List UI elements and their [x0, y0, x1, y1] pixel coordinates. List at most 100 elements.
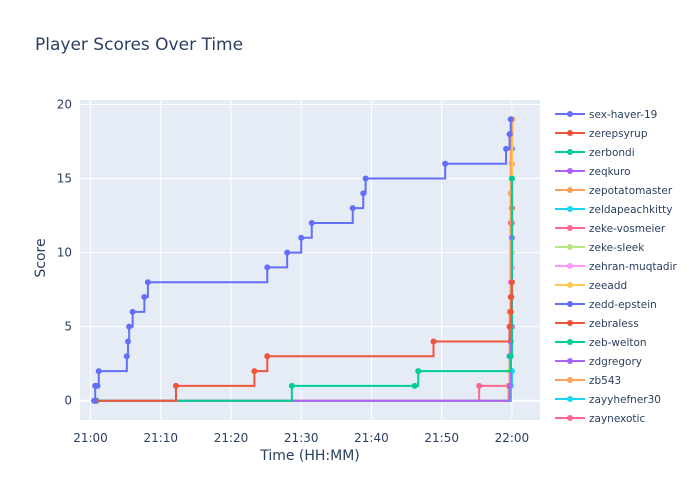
legend-swatch-marker	[567, 187, 573, 193]
legend-swatch-marker	[567, 377, 573, 383]
y-tick-label: 15	[57, 172, 72, 186]
data-point[interactable]	[141, 294, 148, 301]
data-point[interactable]	[503, 145, 510, 152]
data-point[interactable]	[144, 279, 151, 286]
x-tick-label: 21:30	[284, 431, 319, 445]
legend-label: zdgregory	[589, 356, 642, 368]
series-sex-haver-19	[91, 116, 514, 404]
data-point[interactable]	[506, 382, 513, 389]
legend-item[interactable]: zebraless	[555, 318, 639, 330]
legend-item[interactable]: zb543	[555, 375, 621, 387]
data-point[interactable]	[298, 234, 305, 241]
legend-label: zerbondi	[589, 147, 635, 159]
data-point[interactable]	[506, 131, 513, 138]
legend-item[interactable]: zeqkuro	[555, 166, 631, 178]
legend-label: zeqkuro	[589, 166, 631, 178]
x-tick-label: 21:00	[73, 431, 108, 445]
data-point[interactable]	[172, 382, 179, 389]
legend-label: zepotatomaster	[589, 185, 673, 197]
data-point[interactable]	[508, 294, 515, 301]
legend-swatch-marker	[567, 282, 573, 288]
legend-item[interactable]: zeke-sleek	[555, 242, 645, 254]
data-point[interactable]	[308, 219, 315, 226]
legend-label: zeldapeachkitty	[589, 204, 672, 216]
data-point[interactable]	[506, 323, 513, 330]
data-point[interactable]	[284, 249, 291, 256]
x-tick-label: 21:20	[214, 431, 249, 445]
legend-swatch-marker	[567, 301, 573, 307]
legend-item[interactable]: zeldapeachkitty	[555, 204, 672, 216]
legend-swatch-marker	[567, 149, 573, 155]
x-tick-label: 21:40	[354, 431, 389, 445]
legend-item[interactable]: sex-haver-19	[555, 109, 657, 121]
legend-item[interactable]: zerbondi	[555, 147, 635, 159]
legend-label: zayyhefner30	[589, 394, 661, 406]
y-tick-label: 0	[64, 394, 72, 408]
data-point[interactable]	[251, 368, 258, 375]
data-point[interactable]	[507, 116, 514, 123]
legend-item[interactable]: zedd-epstein	[555, 299, 657, 311]
legend-item[interactable]: zeeadd	[555, 280, 627, 292]
legend-item[interactable]: zerepsyrup	[555, 128, 648, 140]
legend-label: zerepsyrup	[589, 128, 648, 140]
plot-area	[80, 100, 540, 420]
x-tick-label: 22:00	[495, 431, 530, 445]
legend-swatch-marker	[567, 263, 573, 269]
legend-swatch-marker	[567, 320, 573, 326]
data-point[interactable]	[508, 279, 515, 286]
legend-label: zeke-sleek	[589, 242, 645, 254]
legend-label: zb543	[589, 375, 621, 387]
data-point[interactable]	[507, 308, 514, 315]
data-point[interactable]	[508, 175, 515, 182]
data-point[interactable]	[507, 353, 514, 360]
data-point[interactable]	[360, 190, 367, 197]
data-point[interactable]	[415, 368, 422, 375]
legend-item[interactable]: zepotatomaster	[555, 185, 673, 197]
data-point[interactable]	[411, 382, 418, 389]
y-tick-label: 5	[64, 320, 72, 334]
data-point[interactable]	[95, 368, 102, 375]
data-point[interactable]	[126, 323, 133, 330]
data-point[interactable]	[91, 397, 98, 404]
data-point[interactable]	[362, 175, 369, 182]
y-tick-label: 10	[57, 246, 72, 260]
legend-item[interactable]: zaynexotic	[555, 413, 645, 425]
data-point[interactable]	[442, 160, 449, 167]
legend-swatch-marker	[567, 111, 573, 117]
legend-item[interactable]: zeb-welton	[555, 337, 647, 349]
chart-title: Player Scores Over Time	[35, 35, 243, 55]
x-axis-label: Time (HH:MM)	[259, 448, 360, 464]
legend-label: zedd-epstein	[589, 299, 657, 311]
data-point[interactable]	[129, 308, 136, 315]
axis-ticks: 21:00 21:10 21:20 21:30 21:40 21:50 22:00 0 5 10 1…	[57, 97, 529, 445]
data-point[interactable]	[264, 264, 271, 271]
legend-swatch-marker	[567, 206, 573, 212]
legend-item[interactable]: zeke-vosmeier	[555, 223, 666, 235]
legend-swatch-marker	[567, 225, 573, 231]
data-point[interactable]	[476, 382, 483, 389]
data-point[interactable]	[124, 338, 131, 345]
data-point[interactable]	[430, 338, 437, 345]
data-point[interactable]	[123, 353, 130, 360]
data-point[interactable]	[94, 382, 101, 389]
y-tick-label: 20	[57, 97, 72, 111]
legend-swatch-marker	[567, 358, 573, 364]
legend-item[interactable]: zayyhefner30	[555, 394, 661, 406]
legend-item[interactable]: zdgregory	[555, 356, 642, 368]
legend-label: zebraless	[589, 318, 639, 330]
legend-swatch-marker	[567, 415, 573, 421]
legend-swatch-marker	[567, 339, 573, 345]
legend-swatch-marker	[567, 396, 573, 402]
legend-label: zeke-vosmeier	[589, 223, 666, 235]
data-point[interactable]	[288, 382, 295, 389]
data-point[interactable]	[264, 353, 271, 360]
legend-label: zehran-muqtadir	[589, 261, 678, 273]
legend-label: zeb-welton	[589, 337, 647, 349]
data-point[interactable]	[349, 205, 356, 212]
legend-swatch-marker	[567, 244, 573, 250]
legend-item[interactable]: zehran-muqtadir	[555, 261, 678, 273]
x-tick-label: 21:10	[143, 431, 178, 445]
legend[interactable]: sex-haver-19 zerepsyrup zerbondi zeqkuro zep…	[555, 109, 678, 425]
